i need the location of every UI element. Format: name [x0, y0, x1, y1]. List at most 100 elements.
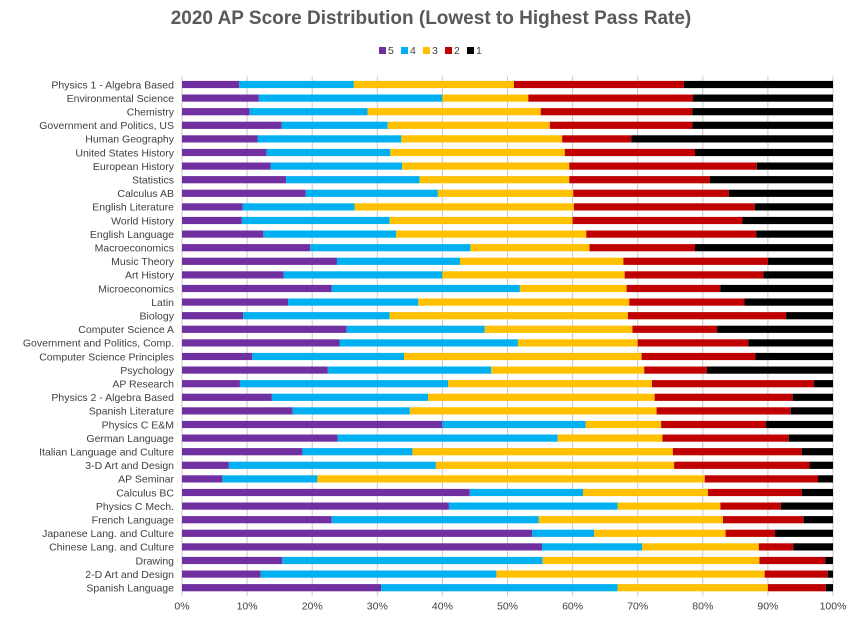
bar-segment-score-2	[758, 543, 794, 551]
bar-segment-score-4	[532, 529, 595, 537]
category-label: Physics C Mech.	[96, 501, 174, 513]
x-tick-label: 60%	[562, 601, 583, 613]
bar-segment-score-2	[569, 162, 757, 170]
bar-segment-score-2	[569, 176, 710, 184]
bar-segment-score-1	[683, 80, 833, 89]
bar-segment-score-4	[339, 339, 518, 347]
bar-segment-score-2	[652, 380, 815, 388]
bar-segment-score-4	[442, 420, 586, 429]
category-label: Physics 2 - Algebra Based	[51, 392, 174, 404]
bar-segment-score-5	[182, 366, 328, 374]
bar-segment-score-3	[396, 230, 587, 238]
bar-segment-score-1	[814, 380, 833, 388]
bar-segment-score-1	[827, 570, 833, 578]
bar-segment-score-4	[302, 448, 413, 456]
bar-segment-score-4	[249, 108, 368, 116]
bar-segment-score-4	[448, 502, 618, 510]
bar-segment-score-2	[573, 189, 729, 197]
bar-segment-score-5	[182, 352, 253, 361]
bar-segment-score-1	[756, 162, 833, 170]
bar-segment-score-5	[182, 325, 347, 333]
bar-segment-score-2	[720, 502, 781, 510]
bar-segment-score-1	[693, 94, 833, 102]
bar-segment-score-3	[470, 244, 590, 252]
bar-segment-score-3	[317, 475, 705, 483]
bar-segment-score-4	[242, 203, 355, 211]
bar-segment-score-3	[496, 570, 765, 578]
bar-segment-score-5	[182, 257, 337, 265]
bar-segment-score-5	[182, 339, 340, 347]
bar-segment-score-5	[182, 516, 332, 524]
bar-segment-score-5	[182, 312, 244, 320]
bar-segment-score-5	[182, 570, 261, 578]
bar-segment-score-3	[459, 257, 624, 265]
x-tick-label: 0%	[174, 601, 189, 613]
bar-segment-score-2	[672, 448, 802, 456]
bar-segment-score-3	[542, 556, 760, 565]
bar-segment-score-5	[182, 434, 338, 442]
bar-segment-score-4	[257, 135, 402, 143]
bars	[182, 80, 833, 592]
bar-segment-score-1	[793, 543, 833, 551]
legend-label: 2	[454, 45, 460, 57]
category-label: AP Research	[112, 379, 174, 391]
legend-label: 4	[410, 45, 416, 57]
bar-segment-score-4	[336, 257, 460, 265]
category-label: Psychology	[120, 365, 174, 377]
x-tick-label: 80%	[692, 601, 713, 613]
bar-segment-score-1	[694, 244, 833, 252]
bar-segment-score-3	[389, 312, 628, 320]
bar-segment-score-5	[182, 284, 332, 293]
bar-segment-score-3	[390, 148, 565, 157]
bar-segment-score-3	[402, 162, 570, 170]
bar-segment-score-3	[642, 543, 759, 551]
x-tick-label: 50%	[497, 601, 518, 613]
bar-segment-score-2	[573, 203, 755, 211]
bar-segment-score-4	[222, 475, 318, 483]
bar-segment-score-5	[182, 244, 311, 252]
bar-segment-score-2	[624, 271, 764, 279]
bar-segment-score-1	[780, 502, 833, 510]
bar-segment-score-5	[182, 502, 449, 510]
bar-segment-score-2	[572, 216, 743, 225]
bar-segment-score-1	[803, 516, 833, 524]
bar-segment-score-5	[182, 203, 243, 211]
category-label: Music Theory	[111, 256, 175, 268]
bar-segment-score-5	[182, 393, 272, 401]
bar-segment-score-2	[589, 244, 695, 252]
bar-segment-score-5	[182, 162, 271, 170]
bar-segment-score-4	[263, 230, 397, 238]
bar-segment-score-1	[631, 135, 833, 143]
bar-segment-score-2	[540, 108, 693, 116]
bar-segment-score-2	[626, 284, 721, 293]
category-label: Microeconomics	[98, 283, 174, 295]
bar-segment-score-4	[381, 584, 618, 592]
category-label: Computer Science A	[78, 324, 174, 336]
bar-segment-score-4	[271, 393, 429, 401]
bar-segment-score-4	[286, 176, 420, 184]
bar-segment-score-3	[403, 352, 642, 361]
category-label: Chemistry	[127, 107, 175, 119]
category-label: Physics 1 - Algebra Based	[51, 79, 174, 91]
bar-segment-score-3	[442, 271, 625, 279]
bar-segment-score-3	[435, 461, 675, 469]
bar-segment-score-5	[182, 543, 543, 551]
bar-segment-score-4	[282, 556, 543, 565]
bar-segment-score-4	[310, 244, 471, 252]
bar-segment-score-4	[331, 284, 520, 293]
bar-segment-score-4	[327, 366, 492, 374]
bar-segment-score-2	[654, 393, 793, 401]
bar-segment-score-5	[182, 271, 284, 279]
bar-segment-score-2	[644, 366, 707, 374]
bar-segment-score-3	[428, 393, 655, 401]
category-label: English Language	[90, 229, 174, 241]
bar-segment-score-3	[538, 516, 723, 524]
bar-segment-score-4	[241, 216, 390, 225]
bar-segment-score-2	[629, 298, 745, 306]
bar-segment-score-5	[182, 94, 259, 102]
bar-segment-score-3	[367, 108, 541, 116]
bar-segment-score-1	[788, 434, 833, 442]
bar-segment-score-1	[728, 189, 833, 197]
bar-segment-score-3	[491, 366, 645, 374]
bar-segment-score-1	[748, 339, 833, 347]
